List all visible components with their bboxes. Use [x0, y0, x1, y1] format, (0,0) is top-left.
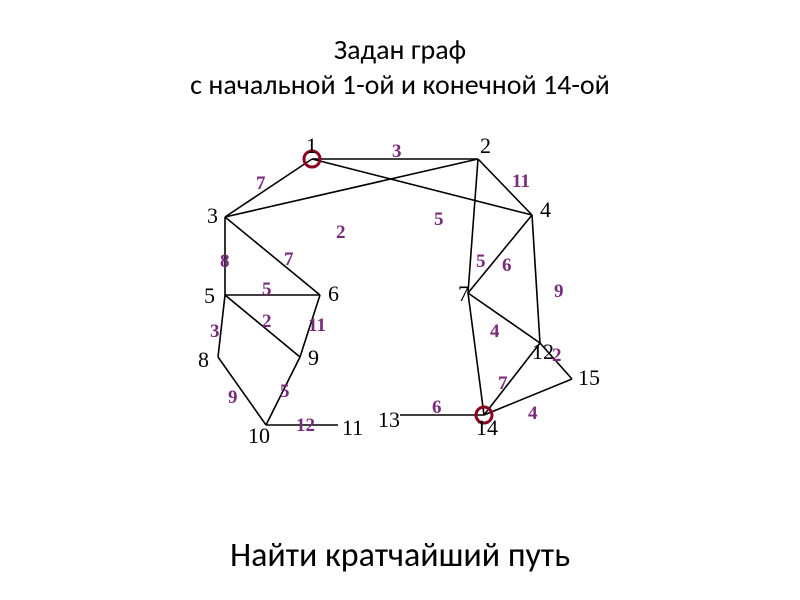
- graph-diagram: 3752115876953211495127264123456789101112…: [180, 135, 620, 465]
- edge-weight: 9: [554, 281, 564, 302]
- edge-weight: 7: [284, 249, 294, 270]
- node-label: 3: [207, 203, 218, 228]
- slide: Задан граф с начальной 1-ой и конечной 1…: [0, 0, 800, 600]
- edge-weight: 9: [228, 387, 238, 408]
- edge-weight: 6: [502, 255, 512, 276]
- node-label: 10: [248, 423, 270, 448]
- edge-weight: 7: [256, 173, 266, 194]
- graph-edge: [225, 159, 312, 217]
- title-line1: Задан граф: [334, 32, 466, 67]
- edge-weight: 6: [432, 397, 442, 418]
- node-label: 8: [198, 347, 209, 372]
- node-label: 4: [540, 197, 551, 222]
- node-label: 13: [378, 407, 400, 432]
- node-label: 14: [476, 415, 498, 440]
- graph-edge: [225, 217, 320, 295]
- graph-edge: [532, 215, 540, 343]
- graph-edge: [312, 159, 532, 215]
- edge-weight: 5: [434, 209, 444, 230]
- node-label: 11: [342, 415, 363, 440]
- title-line2: с начальной 1-ой и конечной 14-ой: [190, 67, 610, 102]
- edge-weight: 12: [296, 415, 315, 436]
- node-label: 7: [458, 281, 469, 306]
- footer-text: Найти кратчайший путь: [0, 535, 800, 576]
- graph-edge: [468, 293, 484, 415]
- node-label: 6: [328, 281, 339, 306]
- edge-weight: 7: [498, 373, 508, 394]
- graph-edge: [468, 159, 478, 293]
- node-label: 9: [308, 345, 319, 370]
- node-label: 15: [578, 365, 600, 390]
- edge-weight: 4: [528, 403, 538, 424]
- edge-weight: 11: [308, 315, 326, 336]
- edge-weight: 5: [476, 251, 486, 272]
- edge-weight: 11: [512, 171, 530, 192]
- edge-weight: 4: [490, 321, 500, 342]
- edge-weight: 5: [280, 381, 290, 402]
- graph-edge: [468, 293, 540, 343]
- edge-weight: 3: [392, 141, 402, 162]
- edge-weight: 8: [220, 251, 230, 272]
- edge-weight: 3: [210, 321, 220, 342]
- title-block: Задан граф с начальной 1-ой и конечной 1…: [0, 32, 800, 102]
- node-label: 12: [532, 339, 554, 364]
- node-label: 2: [480, 135, 491, 158]
- node-label: 1: [306, 135, 317, 158]
- edge-weight: 5: [262, 279, 272, 300]
- edge-weight: 2: [262, 311, 272, 332]
- graph-edge: [218, 357, 266, 425]
- node-label: 5: [204, 283, 215, 308]
- edge-weight: 2: [336, 222, 346, 243]
